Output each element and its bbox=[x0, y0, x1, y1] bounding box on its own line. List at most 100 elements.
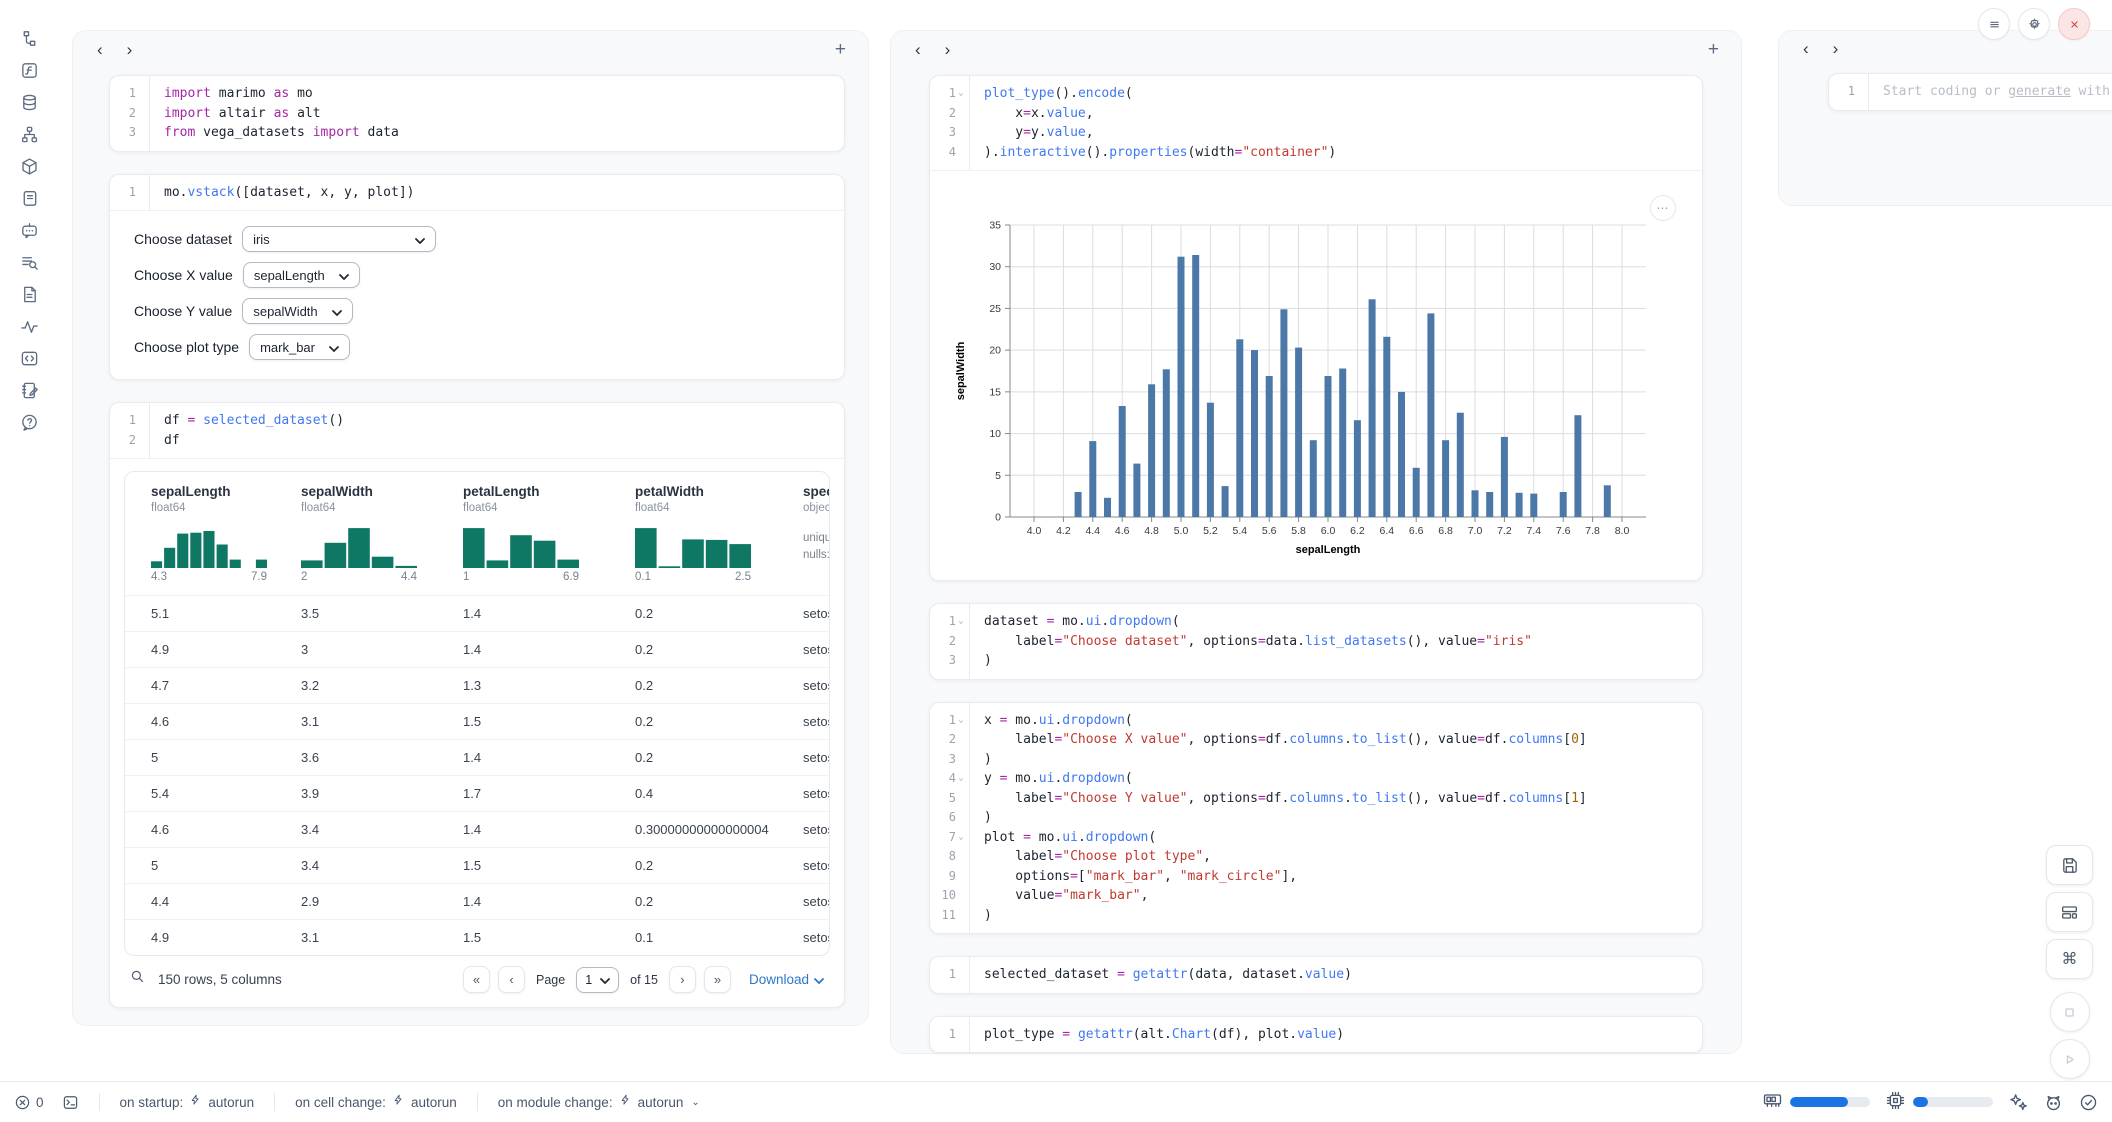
first-page-button[interactable]: « bbox=[463, 966, 490, 993]
runtime-config-item[interactable]: on module change:autorun⌄ bbox=[498, 1094, 700, 1110]
collapse-left-icon[interactable]: ‹ bbox=[915, 41, 921, 58]
settings-icon[interactable] bbox=[2018, 8, 2050, 40]
runtime-config-item[interactable]: on startup:autorun bbox=[120, 1094, 255, 1110]
column-header-sepalLength[interactable]: sepalLengthfloat644.37.9 bbox=[125, 472, 275, 595]
line-number-gutter: 1 bbox=[930, 957, 970, 993]
ai-sparkles-icon[interactable] bbox=[2009, 1093, 2028, 1112]
layout-button[interactable] bbox=[2046, 892, 2093, 932]
collapse-chevron-icon[interactable]: ⌄ bbox=[956, 711, 966, 731]
table-row[interactable]: 53.41.50.2setosa bbox=[125, 847, 830, 883]
table-row[interactable]: 4.93.11.50.1setosa bbox=[125, 919, 830, 955]
code-editor-content[interactable]: df = selected_dataset()df bbox=[150, 403, 844, 458]
collapse-right-icon[interactable]: › bbox=[945, 41, 951, 58]
cell-editor[interactable]: 1⌄234plot_type().encode( x=x.value, y=y.… bbox=[930, 76, 1702, 170]
dependency-graph-icon[interactable] bbox=[17, 122, 41, 146]
cell-editor[interactable]: 1plot_type = getattr(alt.Chart(df), plot… bbox=[930, 1017, 1702, 1053]
line-number: 2 bbox=[129, 431, 146, 451]
page-select[interactable]: 1 bbox=[576, 967, 619, 993]
run-button[interactable] bbox=[2050, 1039, 2090, 1079]
code-editor-content[interactable]: dataset = mo.ui.dropdown( label="Choose … bbox=[970, 604, 1702, 679]
config-label: on startup: bbox=[120, 1095, 184, 1110]
collapse-left-icon[interactable]: ‹ bbox=[1803, 40, 1809, 57]
line-number-text: 10 bbox=[942, 886, 956, 906]
table-row[interactable]: 4.42.91.40.2setosa bbox=[125, 883, 830, 919]
choose-dataset-select[interactable]: iris bbox=[242, 226, 436, 252]
table-row[interactable]: 4.63.41.40.30000000000000004setosa bbox=[125, 811, 830, 847]
table-row[interactable]: 4.73.21.30.2setosa bbox=[125, 667, 830, 703]
collapse-chevron-icon[interactable]: ⌄ bbox=[956, 769, 966, 789]
cell-editor[interactable]: 1mo.vstack([dataset, x, y, plot]) bbox=[110, 175, 844, 211]
table-cell: 0.1 bbox=[609, 920, 769, 955]
collapse-chevron-icon[interactable]: ⌄ bbox=[956, 84, 966, 104]
collapse-right-icon[interactable]: › bbox=[127, 41, 133, 58]
collapse-chevron-icon[interactable]: ⌄ bbox=[956, 612, 966, 632]
code-editor-content[interactable]: plot_type().encode( x=x.value, y=y.value… bbox=[970, 76, 1702, 170]
table-row[interactable]: 4.931.40.2setosa bbox=[125, 631, 830, 667]
choose-plot-type-select[interactable]: mark_bar bbox=[249, 334, 350, 360]
cell-editor[interactable]: 1selected_dataset = getattr(data, datase… bbox=[930, 957, 1702, 993]
cell-editor[interactable]: 1Start coding or generate with bbox=[1829, 74, 2112, 110]
choose-y-value-select[interactable]: sepalWidth bbox=[242, 298, 352, 324]
close-icon[interactable] bbox=[2058, 8, 2090, 40]
chat-icon[interactable] bbox=[17, 218, 41, 242]
outline-icon[interactable] bbox=[17, 346, 41, 370]
collapse-right-icon[interactable]: › bbox=[1833, 40, 1839, 57]
line-number-text: 1 bbox=[949, 84, 956, 104]
documentation-icon[interactable] bbox=[17, 282, 41, 306]
table-scroll-area[interactable]: sepalLengthfloat644.37.9sepalWidthfloat6… bbox=[125, 472, 830, 955]
table-row[interactable]: 5.13.51.40.2setosa bbox=[125, 595, 830, 631]
column-header-sepalWidth[interactable]: sepalWidthfloat6424.4 bbox=[275, 472, 437, 595]
altair-bar-chart[interactable]: 051015202530354.04.24.44.64.85.05.25.45.… bbox=[946, 185, 1680, 569]
add-cell-icon[interactable]: + bbox=[835, 40, 846, 59]
cell-editor[interactable]: 123import marimo as moimport altair as a… bbox=[110, 76, 844, 151]
cpu-usage[interactable] bbox=[1886, 1091, 1993, 1113]
table-row[interactable]: 5.43.91.70.4setosa bbox=[125, 775, 830, 811]
generate-with-ai-link[interactable]: generate bbox=[2008, 84, 2071, 99]
cell-editor[interactable]: 1⌄23dataset = mo.ui.dropdown( label="Cho… bbox=[930, 604, 1702, 679]
file-explorer-icon[interactable] bbox=[17, 26, 41, 50]
svg-text:sepalWidth: sepalWidth bbox=[955, 341, 967, 400]
functions-icon[interactable] bbox=[17, 58, 41, 82]
marimo-mascot-icon[interactable] bbox=[2044, 1093, 2063, 1112]
scratchpad-icon[interactable] bbox=[17, 378, 41, 402]
code-editor-content[interactable]: mo.vstack([dataset, x, y, plot]) bbox=[150, 175, 844, 211]
save-button[interactable] bbox=[2046, 845, 2093, 885]
prev-page-button[interactable]: ‹ bbox=[498, 966, 525, 993]
column-header-petalWidth[interactable]: petalWidthfloat640.12.5 bbox=[609, 472, 769, 595]
ram-usage[interactable] bbox=[1763, 1091, 1870, 1113]
cell-editor[interactable]: 12df = selected_dataset()df bbox=[110, 403, 844, 458]
runtime-config-item[interactable]: on cell change:autorun bbox=[295, 1094, 457, 1110]
table-row[interactable]: 53.61.40.2setosa bbox=[125, 739, 830, 775]
error-count-badge[interactable]: 0 bbox=[14, 1094, 44, 1111]
add-cell-icon[interactable]: + bbox=[1708, 40, 1719, 59]
logs-icon[interactable] bbox=[17, 186, 41, 210]
code-editor-content[interactable]: selected_dataset = getattr(data, dataset… bbox=[970, 957, 1702, 993]
code-editor-content[interactable]: plot_type = getattr(alt.Chart(df), plot.… bbox=[970, 1017, 1702, 1053]
column-header-species[interactable]: speciesobjectunique:nulls: bbox=[769, 472, 830, 595]
terminal-icon[interactable] bbox=[62, 1094, 79, 1111]
tracing-icon[interactable] bbox=[17, 314, 41, 338]
datasources-icon[interactable] bbox=[17, 90, 41, 114]
stop-button[interactable] bbox=[2050, 992, 2090, 1032]
snippets-icon[interactable] bbox=[17, 250, 41, 274]
separator bbox=[477, 1093, 478, 1111]
choose-x-value-select[interactable]: sepalLength bbox=[243, 262, 360, 288]
next-page-button[interactable]: › bbox=[669, 966, 696, 993]
help-icon[interactable] bbox=[17, 410, 41, 434]
download-button[interactable]: Download bbox=[749, 972, 824, 987]
last-page-button[interactable]: » bbox=[704, 966, 731, 993]
packages-icon[interactable] bbox=[17, 154, 41, 178]
connection-status-icon[interactable] bbox=[2079, 1093, 2098, 1112]
cell-editor[interactable]: 1⌄234⌄567⌄891011x = mo.ui.dropdown( labe… bbox=[930, 703, 1702, 934]
collapse-chevron-icon[interactable]: ⌄ bbox=[956, 828, 966, 848]
menu-icon[interactable] bbox=[1978, 8, 2010, 40]
column-header-petalLength[interactable]: petalLengthfloat6416.9 bbox=[437, 472, 609, 595]
code-editor-content[interactable]: Start coding or generate with bbox=[1869, 74, 2112, 110]
collapse-left-icon[interactable]: ‹ bbox=[97, 41, 103, 58]
keyboard-shortcuts-button[interactable]: ⌘ bbox=[2046, 939, 2093, 979]
table-row[interactable]: 4.63.11.50.2setosa bbox=[125, 703, 830, 739]
code-editor-content[interactable]: import marimo as moimport altair as altf… bbox=[150, 76, 844, 151]
chart-options-icon[interactable]: ⋯ bbox=[1650, 195, 1676, 221]
search-icon[interactable] bbox=[130, 969, 146, 990]
code-editor-content[interactable]: x = mo.ui.dropdown( label="Choose X valu… bbox=[970, 703, 1702, 934]
